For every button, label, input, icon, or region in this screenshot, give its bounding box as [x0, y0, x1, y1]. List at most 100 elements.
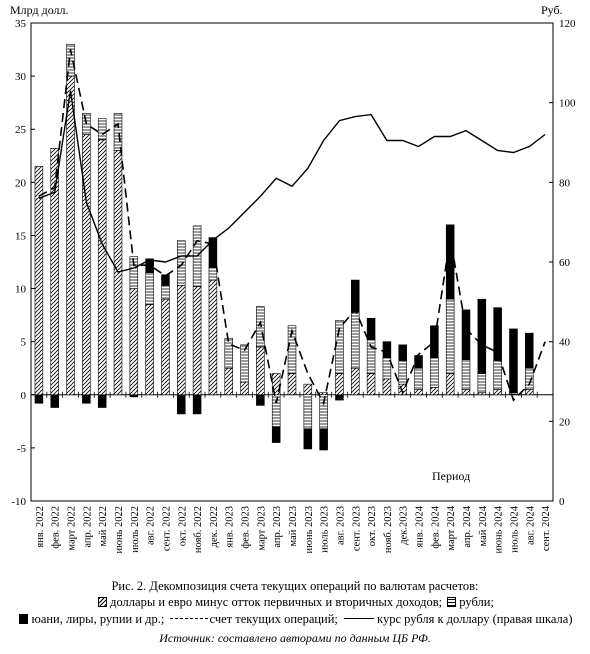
y-tick-label: 5	[21, 337, 27, 349]
legend-rate-label: курс рубля к доллару (правая шкала)	[377, 612, 573, 626]
bar-usd-eur	[256, 346, 265, 396]
bar-usd-eur	[82, 134, 91, 396]
x-tick-label: март 2023	[256, 506, 267, 551]
x-tick-label: июль 2022	[130, 506, 141, 553]
y-right-axis-label: Руб.	[541, 3, 563, 17]
bar-rub	[461, 359, 471, 390]
y-right-tick-label: 60	[559, 257, 571, 269]
y-right-tick-label: 120	[559, 18, 576, 30]
bar-other	[256, 394, 265, 406]
x-tick-label: март 2024	[446, 505, 457, 550]
bar-other	[509, 328, 518, 393]
bar-other	[414, 355, 423, 369]
legend-hatch-swatch	[98, 597, 108, 607]
legend-line-swatch	[344, 618, 375, 619]
caption-title: Рис. 2. Декомпозиция счета текущих опера…	[111, 579, 479, 593]
bar-rub	[113, 112, 123, 151]
bar-usd-eur	[414, 389, 423, 396]
x-tick-label: окт. 2022	[177, 506, 188, 546]
bar-usd-eur	[319, 392, 328, 396]
legend-dash-swatch	[169, 618, 208, 619]
bar-rub	[477, 373, 487, 393]
legend-usd-eur-label: доллары и евро минус отток первичных и в…	[110, 595, 443, 609]
x-tick-label: янв. 2024	[415, 505, 426, 547]
bar-other	[525, 332, 534, 369]
bar-other	[493, 307, 502, 362]
bar-other	[366, 317, 376, 340]
bar-other	[351, 279, 360, 313]
x-tick-label: май 2022	[98, 506, 109, 546]
bar-other	[129, 394, 139, 398]
bar-usd-eur	[430, 387, 439, 396]
x-tick-label: нояб. 2022	[193, 506, 204, 553]
bar-usd-eur	[382, 378, 392, 396]
y-right-tick-label: 100	[559, 98, 576, 110]
bar-usd-eur	[366, 373, 376, 396]
current-account-chart: -10 -5 0 5 10 15 20 25 30 35 0 20 40 60 80 100 120 Млрд д…	[10, 3, 576, 554]
bar-usd-eur	[177, 285, 186, 396]
bar-rub	[256, 306, 265, 348]
bar-other	[192, 394, 202, 415]
legend-ca-label: счет текущих операций;	[209, 612, 338, 626]
bar-usd-eur	[208, 279, 218, 396]
bar-other	[177, 394, 186, 415]
legend-rub-label: рубли;	[459, 595, 494, 609]
bar-other	[477, 298, 487, 374]
x-tick-label: фев. 2022	[51, 506, 62, 549]
bar-rub	[271, 394, 281, 427]
chart-area: -10 -5 0 5 10 15 20 25 30 35 0 20 40 60 80 100 120 Млрд д…	[10, 3, 576, 554]
y-right-tick-label: 40	[559, 337, 571, 349]
bar-rub	[224, 338, 233, 369]
bar-usd-eur	[192, 286, 202, 396]
legend-line-2: юани, лиры, рупии и др.; счет текущих оп…	[0, 611, 590, 627]
bar-usd-eur	[97, 139, 107, 396]
bar-rub	[208, 267, 218, 281]
bar-usd-eur	[525, 389, 534, 396]
bar-other	[97, 394, 107, 408]
current-account-line	[38, 49, 546, 406]
x-tick-label: апр. 2022	[82, 506, 93, 548]
bar-other	[50, 394, 59, 408]
x-tick-label: апр. 2024	[462, 505, 473, 547]
bar-usd-eur	[129, 288, 139, 396]
bar-other	[382, 341, 392, 358]
bar-rub	[97, 118, 107, 141]
y-tick-label: -10	[11, 496, 26, 508]
bar-rub	[66, 43, 75, 77]
legend-line-1: доллары и евро минус отток первичных и в…	[0, 594, 590, 610]
bar-usd-eur	[303, 383, 313, 396]
bar-other	[461, 309, 471, 361]
legend-other-label: юани, лиры, рупии и др.;	[31, 612, 165, 626]
bar-other	[82, 394, 91, 404]
bar-other	[398, 344, 407, 362]
x-tick-label: июнь 2023	[304, 506, 315, 554]
y-tick-label: 0	[21, 390, 27, 402]
bar-rub	[145, 272, 154, 305]
bar-rub	[430, 357, 439, 388]
bar-rub	[129, 256, 139, 289]
bar-rub	[351, 311, 360, 369]
bar-other	[271, 426, 281, 443]
x-tick-label: дек. 2022	[209, 506, 220, 547]
legend-other-swatch	[19, 614, 29, 624]
x-tick-label: нояб. 2023	[383, 506, 394, 553]
y-tick-label: 15	[15, 230, 27, 242]
bar-rub	[414, 367, 423, 390]
bar-rub	[177, 240, 186, 286]
bar-usd-eur	[477, 392, 487, 396]
bar-rub	[161, 285, 170, 300]
y-axis-label: Млрд долл.	[10, 3, 69, 17]
x-tick-label: авг. 2022	[146, 506, 157, 545]
x-tick-label: июль 2024	[509, 505, 520, 553]
x-tick-label: янв. 2023	[225, 506, 236, 548]
x-tick-label: янв. 2022	[35, 506, 46, 548]
y-tick-label: 10	[15, 284, 27, 296]
y-right-tick-label: 80	[559, 177, 571, 189]
source-note: Источник: составлено авторами по данным …	[0, 630, 590, 646]
y-tick-label: 35	[15, 18, 27, 30]
y-tick-label: 25	[15, 124, 27, 136]
bar-usd-eur	[351, 367, 360, 396]
x-tick-label: июль 2023	[320, 506, 331, 553]
x-tick-label: сент. 2024	[541, 505, 552, 551]
bar-usd-eur	[287, 373, 297, 396]
